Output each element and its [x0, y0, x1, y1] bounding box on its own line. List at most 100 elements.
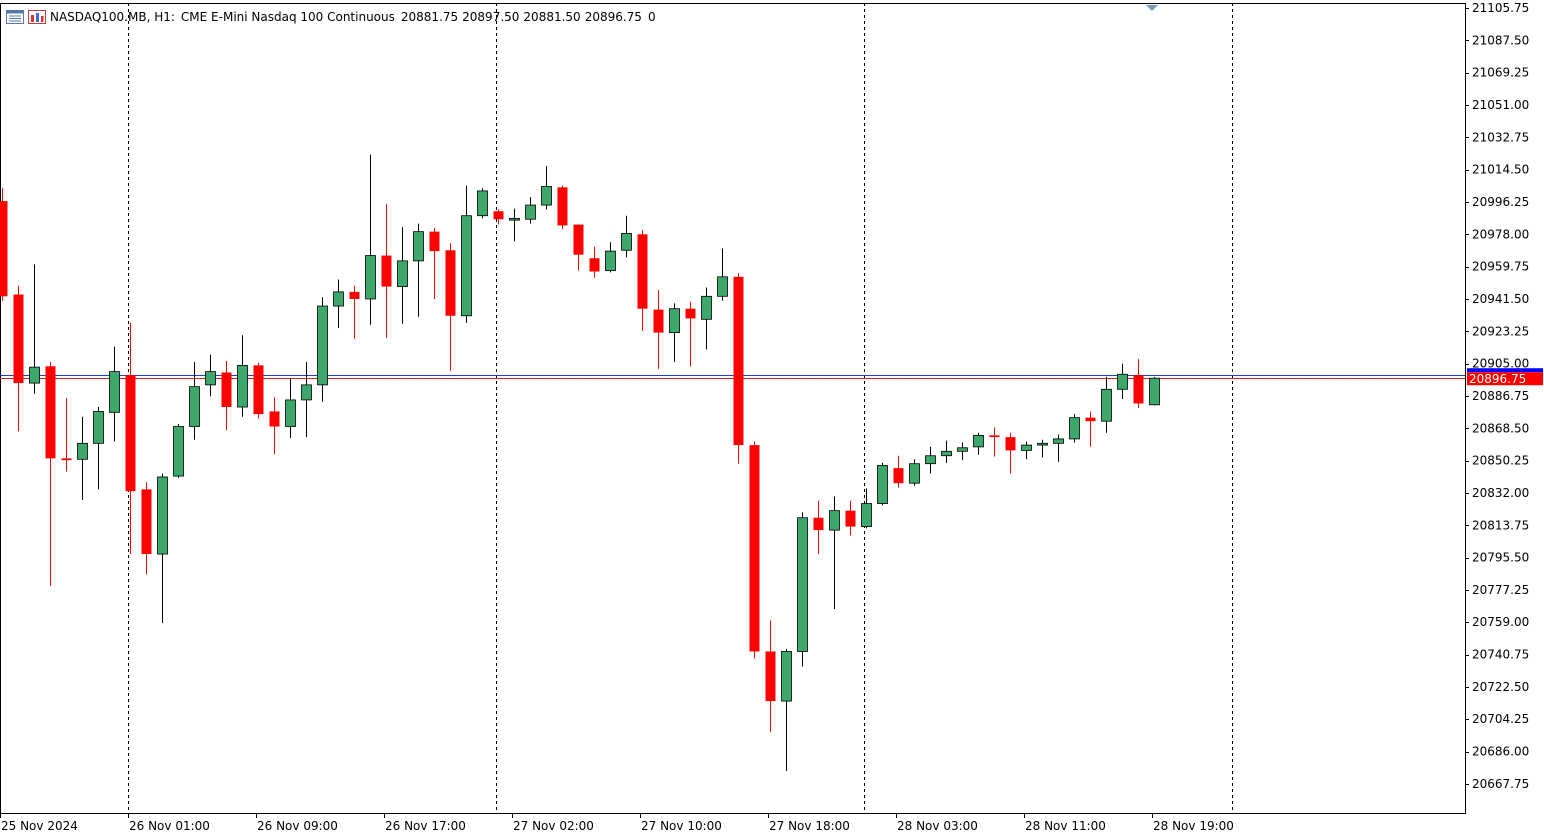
candle-body [1005, 437, 1016, 451]
x-tick-label: 28 Nov 11:00 [1025, 819, 1106, 833]
candle [813, 500, 824, 555]
ohlc-volume: 0 [647, 10, 656, 24]
candle-body [205, 371, 216, 386]
symbol-info-icon[interactable] [28, 10, 46, 24]
candle-body [749, 445, 760, 652]
candle [829, 496, 840, 609]
candle-body [269, 411, 280, 427]
y-tick-label: 20795.50 [1472, 551, 1529, 565]
candle-body [621, 233, 632, 251]
chart-shift-marker-icon[interactable] [1146, 5, 1158, 11]
candle-body [941, 450, 952, 457]
candle [413, 223, 424, 317]
x-tick-label: 25 Nov 2024 [1, 819, 78, 833]
candle [93, 407, 104, 490]
candle [765, 620, 776, 733]
candle [77, 416, 88, 501]
candle [893, 455, 904, 488]
candle-body [285, 399, 296, 427]
candle-body [637, 234, 648, 309]
candle [1021, 441, 1032, 460]
candle [557, 185, 568, 229]
candle-body [125, 375, 136, 492]
candle-body [477, 190, 488, 217]
candle [445, 243, 456, 371]
price-lines [0, 375, 1465, 379]
chart-window-icon[interactable] [6, 10, 24, 24]
candle-body [541, 186, 552, 206]
candle [941, 440, 952, 463]
price-axis[interactable]: 21105.75 21087.50 21069.25 21051.00 21032.75… [1465, 1, 1529, 791]
candle [589, 246, 600, 278]
candle [461, 185, 472, 323]
candle-body [765, 651, 776, 702]
candle-body [781, 651, 792, 702]
candle [605, 242, 616, 273]
y-tick-label: 20832.00 [1472, 486, 1529, 500]
x-tick-label: 26 Nov 17:00 [385, 819, 466, 833]
candle [381, 204, 392, 338]
y-tick-label: 20923.25 [1472, 324, 1529, 338]
candle [317, 297, 328, 402]
y-tick-label: 20959.75 [1472, 260, 1529, 274]
candle [301, 361, 312, 438]
candle [365, 154, 376, 325]
y-tick-label: 20667.75 [1472, 777, 1529, 791]
time-axis[interactable]: 25 Nov 2024 26 Nov 01:00 26 Nov 09:00 26 No… [0, 813, 1234, 833]
candle [189, 361, 200, 440]
candle [989, 427, 1000, 457]
candle-body [717, 276, 728, 297]
candle [1149, 376, 1160, 406]
candle-body [1133, 375, 1144, 404]
candle [221, 360, 232, 431]
candle-body [1149, 377, 1160, 406]
candle-body [957, 447, 968, 452]
candle [125, 322, 136, 555]
candle [749, 441, 760, 659]
y-tick-label: 20941.50 [1472, 292, 1529, 306]
day-separators [128, 3, 1233, 813]
candle [797, 512, 808, 667]
plot-border [0, 3, 1466, 814]
candle-body [1085, 417, 1096, 422]
candle-body [909, 463, 920, 484]
candle-body [573, 224, 584, 255]
candle [1117, 363, 1128, 400]
y-tick-label: 21087.50 [1472, 33, 1529, 47]
candle-body [509, 217, 520, 221]
candle [1101, 376, 1112, 433]
candle-body [733, 276, 744, 446]
candle [925, 446, 936, 474]
candle [349, 285, 360, 339]
candle-body [221, 372, 232, 408]
y-tick-label: 21014.50 [1472, 163, 1529, 177]
y-tick-label: 20850.25 [1472, 454, 1529, 468]
candle-body [1069, 417, 1080, 440]
candle [733, 273, 744, 464]
x-tick-label: 27 Nov 02:00 [513, 819, 594, 833]
candle-body [669, 308, 680, 334]
candle-body [973, 434, 984, 448]
candle-body [685, 308, 696, 319]
candle-body [605, 250, 616, 272]
current-price-label-group: 20896.75 [1467, 368, 1543, 386]
candle [237, 335, 248, 417]
current-price-text: 20896.75 [1469, 372, 1526, 386]
candle [909, 459, 920, 486]
candle [669, 303, 680, 362]
candle-body [0, 201, 8, 297]
y-tick-label: 21051.00 [1472, 98, 1529, 112]
candle [717, 248, 728, 301]
x-tick-label: 26 Nov 01:00 [129, 819, 210, 833]
candle [429, 228, 440, 299]
candle [269, 397, 280, 454]
candle [493, 209, 504, 225]
candle-body [77, 442, 88, 460]
candle [541, 166, 552, 210]
candle [1053, 434, 1064, 462]
candle [525, 197, 536, 224]
candle-body [1101, 388, 1112, 422]
x-tick-label: 28 Nov 19:00 [1153, 819, 1234, 833]
